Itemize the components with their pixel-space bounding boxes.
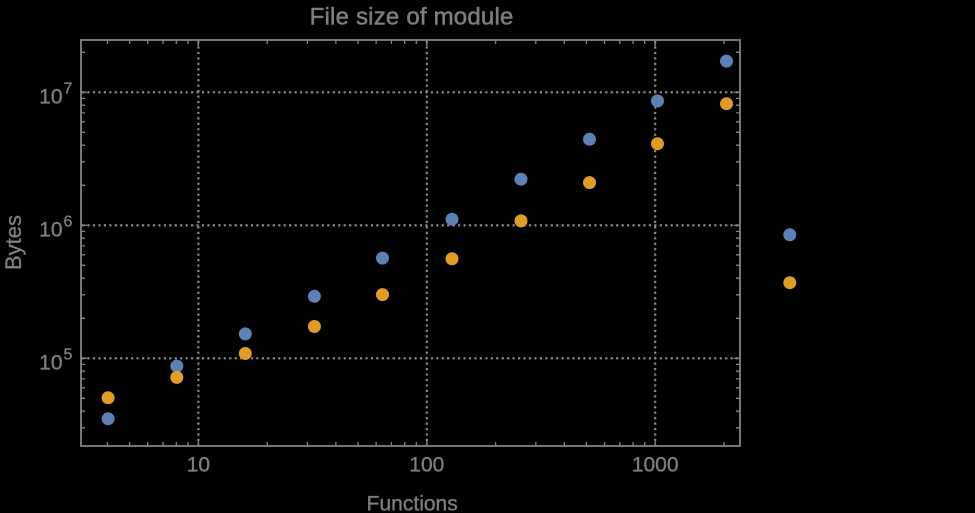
svg-text:Functions: Functions xyxy=(367,493,458,513)
svg-text:File size of module: File size of module xyxy=(310,4,514,31)
svg-text:6: 6 xyxy=(64,213,73,230)
svg-text:10: 10 xyxy=(39,352,62,375)
svg-text:10: 10 xyxy=(39,219,62,242)
svg-text:10: 10 xyxy=(39,86,62,109)
svg-text:Bytes: Bytes xyxy=(1,215,26,270)
svg-text:10: 10 xyxy=(187,454,210,477)
svg-text:1000: 1000 xyxy=(632,454,679,477)
svg-text:5: 5 xyxy=(64,346,73,363)
svg-text:100: 100 xyxy=(409,454,444,477)
svg-text:7: 7 xyxy=(64,80,73,97)
